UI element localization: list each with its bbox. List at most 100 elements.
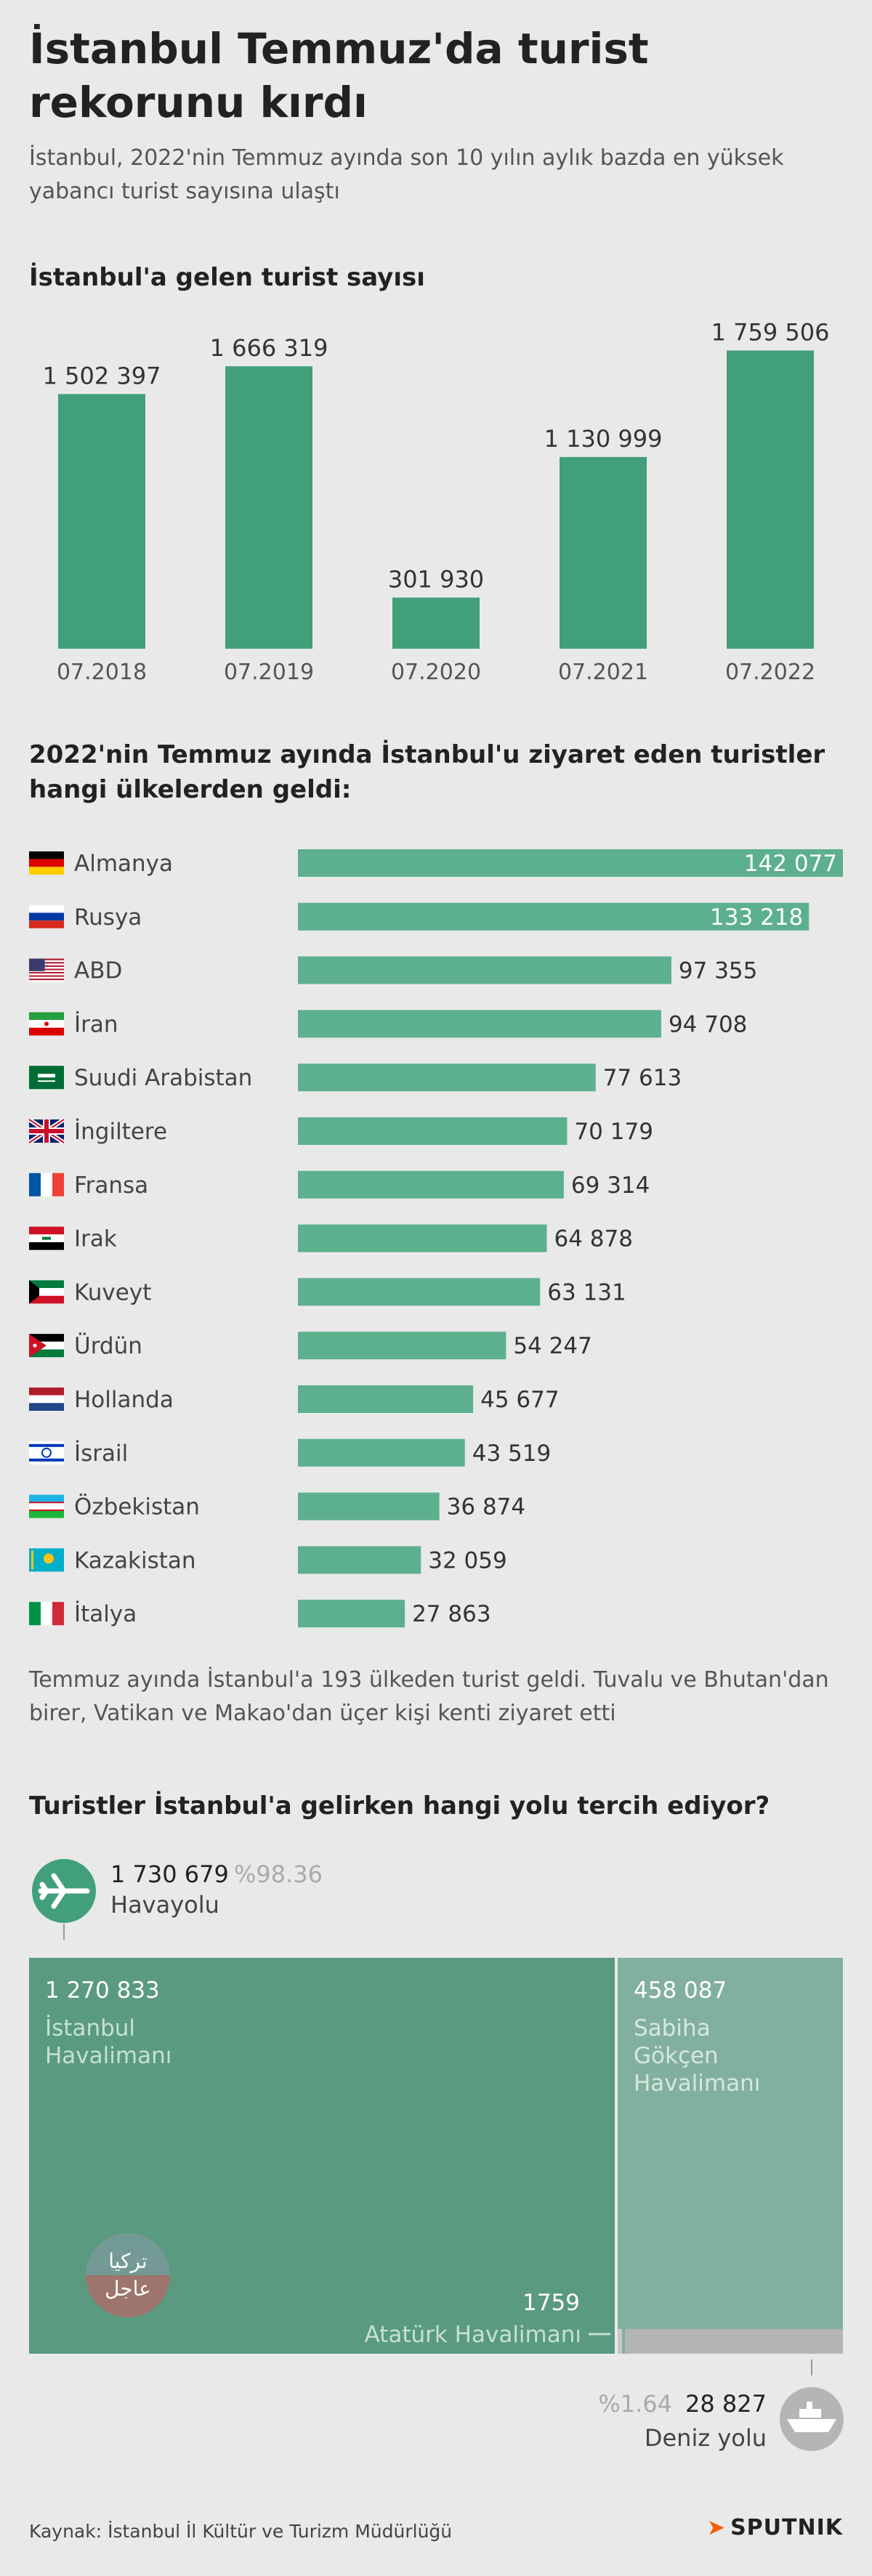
hbar-value-label: 142 077 xyxy=(744,851,837,877)
x-tick-label: 07.2022 xyxy=(725,660,815,685)
x-tick-label: 07.2018 xyxy=(57,660,147,685)
bar-07.2022 xyxy=(727,350,814,649)
country-label: İran xyxy=(74,1011,118,1037)
treemap-sabiha-gokcen xyxy=(618,1958,843,2354)
flag-israel xyxy=(29,1441,64,1465)
source-text: Kaynak: İstanbul İl Kültür ve Turizm Müd… xyxy=(29,2521,453,2542)
country-label: İngiltere xyxy=(74,1119,167,1145)
country-label: İsrail xyxy=(74,1441,128,1467)
sea-value: 28 827 xyxy=(685,2390,767,2418)
chart1-title: İstanbul'a gelen turist sayısı xyxy=(29,263,425,292)
hbar-Irak xyxy=(298,1224,547,1252)
transport-treemap: 1 730 679 %98.36 Havayolu 1 270 833 İsta… xyxy=(29,1859,844,2452)
country-label: Ürdün xyxy=(74,1332,142,1359)
hbar-İsrail xyxy=(298,1438,465,1467)
hbar-value-label: 45 677 xyxy=(480,1387,559,1413)
flag-uzbekistan xyxy=(29,1494,64,1518)
hbar-Özbekistan xyxy=(298,1492,440,1520)
flag-netherlands xyxy=(29,1388,64,1411)
air-label: Havayolu xyxy=(110,1891,219,1919)
flag-kazakhstan xyxy=(29,1548,64,1572)
treemap-ataturk-airport xyxy=(618,2329,622,2354)
flag-germany xyxy=(29,851,64,875)
hbar-Kuveyt xyxy=(298,1278,541,1306)
istanbul-airport-value: 1 270 833 xyxy=(45,1977,160,2004)
hbar-Suudi Arabistan xyxy=(298,1064,596,1092)
x-tick-label: 07.2021 xyxy=(558,660,648,685)
watermark-line2: عاجل xyxy=(105,2277,151,2301)
flag-iran xyxy=(29,1012,64,1036)
hbar-Kazakistan xyxy=(298,1546,421,1574)
hbar-value-label: 70 179 xyxy=(574,1119,653,1145)
sea-percent: %1.64 xyxy=(598,2390,672,2418)
hbar-value-label: 63 131 xyxy=(547,1279,626,1305)
bar-07.2020 xyxy=(392,597,480,649)
hbar-Rusya xyxy=(298,902,810,931)
chart2-title: 2022'nin Temmuz ayında İstanbul'u ziyare… xyxy=(29,740,825,804)
sea-label: Deniz yolu xyxy=(645,2424,767,2452)
watermark-line1: تركيا xyxy=(108,2249,148,2273)
sputnik-arrow-icon: ➤ xyxy=(706,2515,727,2540)
hbar-value-label: 77 613 xyxy=(603,1065,682,1091)
ataturk-name: Atatürk Havalimanı xyxy=(365,2322,582,2348)
page-subtitle: İstanbul, 2022'nin Temmuz ayında son 10 … xyxy=(29,145,784,204)
hbar-value-label: 43 519 xyxy=(472,1441,551,1467)
bar-value-label: 1 502 397 xyxy=(43,362,161,389)
brand-logo: ➤ SPUTNIK xyxy=(707,2515,843,2540)
chart3-title: Turistler İstanbul'a gelirken hangi yolu… xyxy=(29,1791,770,1820)
sabiha-name-line2: Gökçen xyxy=(634,2043,719,2069)
hbar-value-label: 36 874 xyxy=(447,1494,525,1520)
flag-france xyxy=(29,1172,64,1196)
air-value: 1 730 679 xyxy=(110,1860,229,1888)
hbar-value-label: 32 059 xyxy=(428,1547,506,1573)
bar-07.2021 xyxy=(560,457,647,649)
airplane-icon xyxy=(32,1859,96,1940)
sabiha-value: 458 087 xyxy=(634,1977,727,2004)
air-percent: %98.36 xyxy=(234,1860,323,1888)
flag-uk xyxy=(28,1117,65,1145)
hbar-value-label: 133 218 xyxy=(710,904,803,931)
hbar-ABD xyxy=(298,956,671,984)
country-label: ABD xyxy=(74,958,122,984)
country-label: İtalya xyxy=(74,1601,137,1627)
country-bar-chart: Almanya 142 077 Rusya 133 218 ABD 97 355 İran 9… xyxy=(28,849,843,1628)
country-label: Fransa xyxy=(74,1172,148,1199)
hbar-Fransa xyxy=(298,1170,564,1199)
sabiha-name-line3: Havalimanı xyxy=(634,2070,760,2097)
flag-russia xyxy=(29,904,64,928)
country-label: Özbekistan xyxy=(74,1494,200,1520)
hbar-Almanya xyxy=(298,849,843,877)
brand-name: SPUTNIK xyxy=(730,2515,843,2540)
country-label: Kazakistan xyxy=(74,1547,196,1573)
hbar-Ürdün xyxy=(298,1332,506,1360)
hbar-value-label: 27 863 xyxy=(412,1601,490,1627)
visitors-bar-chart: 1 502 397 07.2018 1 666 319 07.2019 301 930 0… xyxy=(43,318,830,685)
bar-07.2019 xyxy=(225,366,312,649)
flag-saudi-arabia xyxy=(29,1066,64,1090)
country-label: Hollanda xyxy=(74,1387,174,1413)
watermark-logo: تركيا عاجل xyxy=(86,2233,170,2317)
treemap-sea-route xyxy=(625,2329,843,2354)
flag-kuwait xyxy=(29,1280,64,1304)
country-label: Kuveyt xyxy=(74,1279,151,1305)
hbar-İtalya xyxy=(298,1600,405,1628)
country-label: Irak xyxy=(74,1226,117,1252)
country-label: Rusya xyxy=(74,904,142,931)
bar-value-label: 1 759 506 xyxy=(711,318,830,346)
istanbul-airport-name-line2: Havalimanı xyxy=(45,2043,171,2069)
hbar-İngiltere xyxy=(298,1117,568,1145)
istanbul-airport-name-line1: İstanbul xyxy=(45,2015,135,2041)
ship-icon xyxy=(780,2387,844,2451)
page-title: İstanbul Temmuz'da turist rekorunu kırdı xyxy=(29,24,649,127)
x-tick-label: 07.2019 xyxy=(224,660,314,685)
ataturk-value: 1759 xyxy=(522,2290,580,2316)
hbar-Hollanda xyxy=(298,1385,474,1413)
bar-value-label: 1 130 999 xyxy=(544,425,663,453)
bar-value-label: 301 930 xyxy=(388,566,484,594)
sabiha-name-line1: Sabiha xyxy=(634,2015,711,2041)
hbar-İran xyxy=(298,1010,661,1038)
footnote: Temmuz ayında İstanbul'a 193 ülkeden tur… xyxy=(29,1667,829,1726)
hbar-value-label: 54 247 xyxy=(513,1333,592,1359)
flag-italy xyxy=(29,1602,64,1626)
hbar-value-label: 94 708 xyxy=(669,1011,747,1037)
